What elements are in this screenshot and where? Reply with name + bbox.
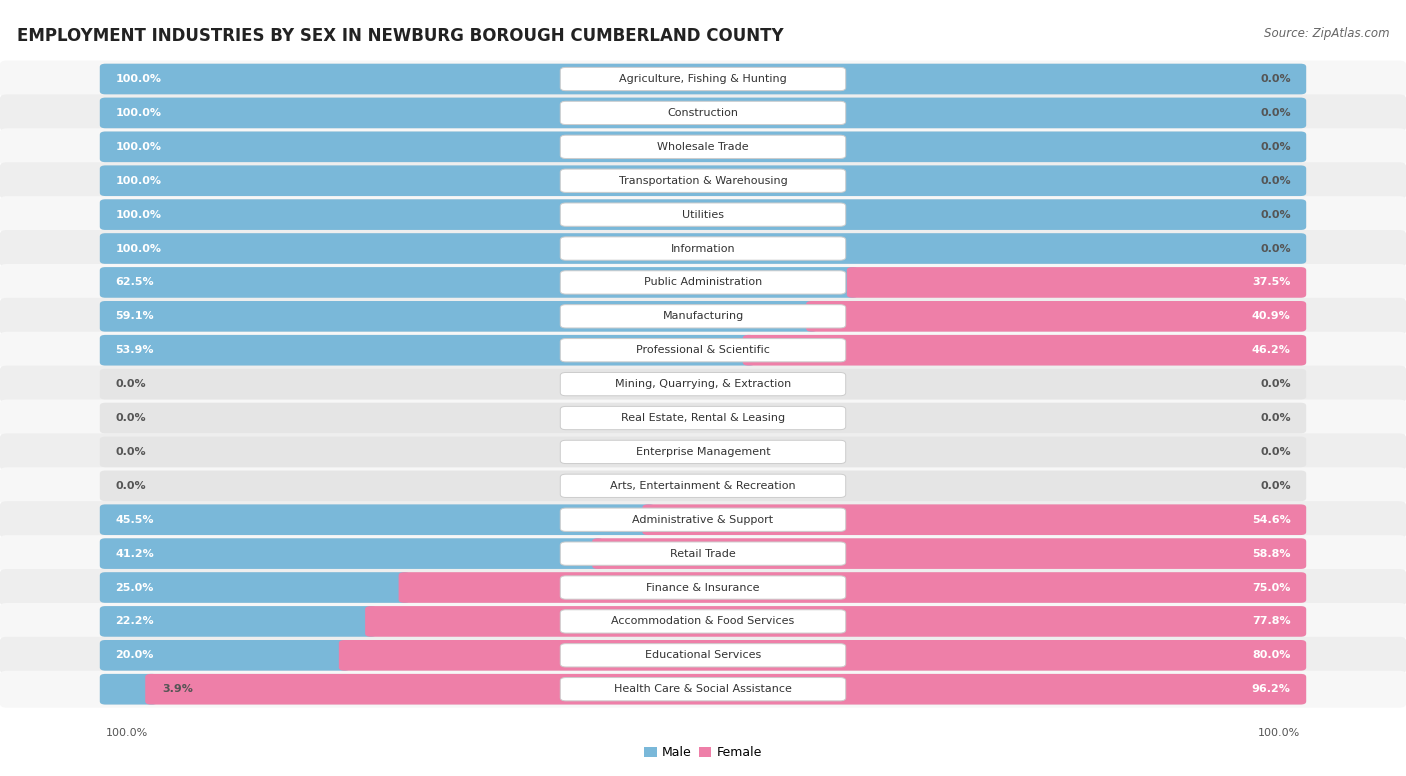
Text: Manufacturing: Manufacturing <box>662 311 744 321</box>
Text: 22.2%: 22.2% <box>115 616 153 626</box>
Text: 100.0%: 100.0% <box>115 142 162 152</box>
Text: Information: Information <box>671 244 735 254</box>
Text: Agriculture, Fishing & Hunting: Agriculture, Fishing & Hunting <box>619 74 787 84</box>
Text: 100.0%: 100.0% <box>1258 729 1301 738</box>
Text: 0.0%: 0.0% <box>1260 447 1291 457</box>
Text: Professional & Scientific: Professional & Scientific <box>636 345 770 355</box>
Text: 100.0%: 100.0% <box>115 175 162 185</box>
Text: 100.0%: 100.0% <box>115 244 162 254</box>
Text: Construction: Construction <box>668 108 738 118</box>
Text: 45.5%: 45.5% <box>115 514 153 525</box>
Text: 0.0%: 0.0% <box>1260 244 1291 254</box>
Text: Accommodation & Food Services: Accommodation & Food Services <box>612 616 794 626</box>
Text: 37.5%: 37.5% <box>1253 278 1291 287</box>
Text: Retail Trade: Retail Trade <box>671 549 735 559</box>
Text: Health Care & Social Assistance: Health Care & Social Assistance <box>614 684 792 695</box>
Text: Administrative & Support: Administrative & Support <box>633 514 773 525</box>
Text: 80.0%: 80.0% <box>1253 650 1291 660</box>
Text: 58.8%: 58.8% <box>1253 549 1291 559</box>
Legend: Male, Female: Male, Female <box>640 741 766 764</box>
Text: 0.0%: 0.0% <box>115 379 146 389</box>
Text: 0.0%: 0.0% <box>1260 413 1291 423</box>
Text: Transportation & Warehousing: Transportation & Warehousing <box>619 175 787 185</box>
Text: 0.0%: 0.0% <box>1260 74 1291 84</box>
Text: 41.2%: 41.2% <box>115 549 155 559</box>
Text: 100.0%: 100.0% <box>115 74 162 84</box>
Text: Public Administration: Public Administration <box>644 278 762 287</box>
Text: 100.0%: 100.0% <box>115 210 162 220</box>
Text: 54.6%: 54.6% <box>1251 514 1291 525</box>
Text: Utilities: Utilities <box>682 210 724 220</box>
Text: Educational Services: Educational Services <box>645 650 761 660</box>
Text: Finance & Insurance: Finance & Insurance <box>647 583 759 593</box>
Text: Mining, Quarrying, & Extraction: Mining, Quarrying, & Extraction <box>614 379 792 389</box>
Text: 3.9%: 3.9% <box>162 684 193 695</box>
Text: 0.0%: 0.0% <box>1260 379 1291 389</box>
Text: 0.0%: 0.0% <box>1260 210 1291 220</box>
Text: EMPLOYMENT INDUSTRIES BY SEX IN NEWBURG BOROUGH CUMBERLAND COUNTY: EMPLOYMENT INDUSTRIES BY SEX IN NEWBURG … <box>17 27 783 45</box>
Text: 25.0%: 25.0% <box>115 583 153 593</box>
Text: 100.0%: 100.0% <box>115 108 162 118</box>
Text: 0.0%: 0.0% <box>1260 175 1291 185</box>
Text: 40.9%: 40.9% <box>1251 311 1291 321</box>
Text: Arts, Entertainment & Recreation: Arts, Entertainment & Recreation <box>610 481 796 490</box>
Text: 0.0%: 0.0% <box>1260 142 1291 152</box>
Text: 0.0%: 0.0% <box>115 481 146 490</box>
Text: Enterprise Management: Enterprise Management <box>636 447 770 457</box>
Text: 46.2%: 46.2% <box>1251 345 1291 355</box>
Text: 62.5%: 62.5% <box>115 278 153 287</box>
Text: 59.1%: 59.1% <box>115 311 153 321</box>
Text: 100.0%: 100.0% <box>105 729 148 738</box>
Text: 96.2%: 96.2% <box>1251 684 1291 695</box>
Text: 20.0%: 20.0% <box>115 650 153 660</box>
Text: 0.0%: 0.0% <box>1260 108 1291 118</box>
Text: 75.0%: 75.0% <box>1253 583 1291 593</box>
Text: 0.0%: 0.0% <box>1260 481 1291 490</box>
Text: 53.9%: 53.9% <box>115 345 153 355</box>
Text: Real Estate, Rental & Leasing: Real Estate, Rental & Leasing <box>621 413 785 423</box>
Text: 0.0%: 0.0% <box>115 413 146 423</box>
Text: Wholesale Trade: Wholesale Trade <box>657 142 749 152</box>
Text: 0.0%: 0.0% <box>115 447 146 457</box>
Text: 77.8%: 77.8% <box>1253 616 1291 626</box>
Text: Source: ZipAtlas.com: Source: ZipAtlas.com <box>1264 27 1389 40</box>
